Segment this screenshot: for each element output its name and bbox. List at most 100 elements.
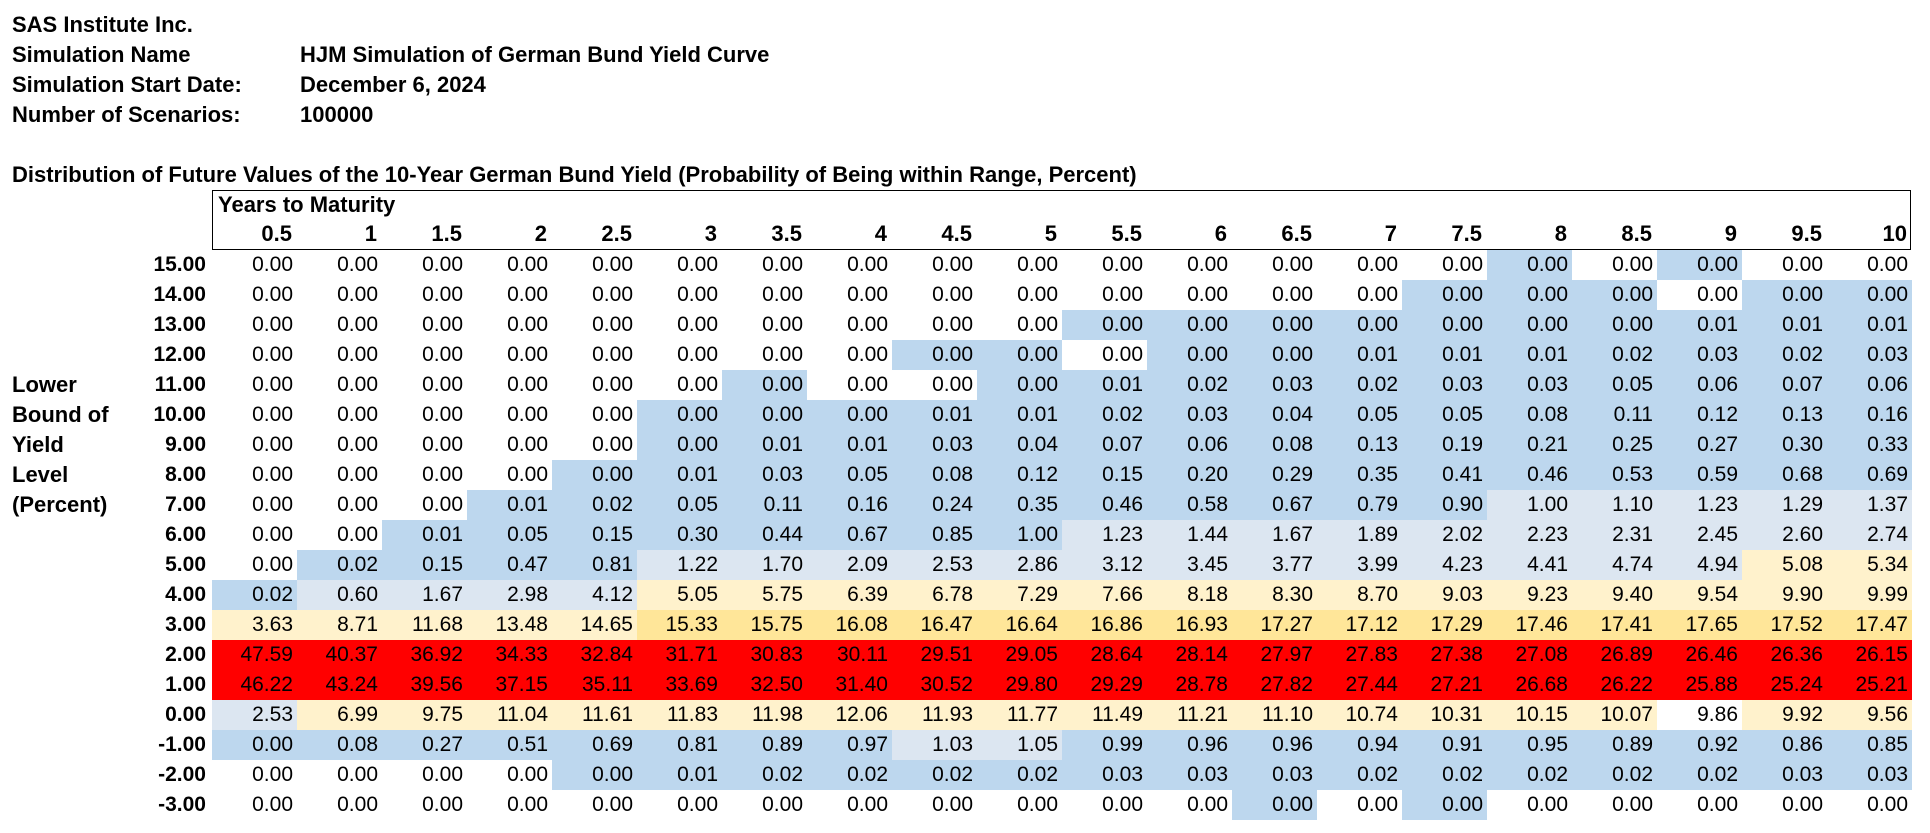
table-cell: 0.03 <box>1487 370 1572 400</box>
table-cell: 0.29 <box>1232 460 1317 490</box>
table-row: 47.59 40.37 36.92 34.33 32.84 31.71 30.83 30.11… <box>212 640 1912 670</box>
table-cell: 0.00 <box>807 280 892 310</box>
table-cell: 0.00 <box>1487 250 1572 280</box>
table-cell: 3.77 <box>1232 550 1317 580</box>
table-cell: 0.03 <box>1147 760 1232 790</box>
table-cell: 0.69 <box>1827 460 1912 490</box>
table-cell: 31.71 <box>637 640 722 670</box>
table-cell: 0.05 <box>1402 400 1487 430</box>
table-cell: 29.29 <box>1062 670 1147 700</box>
table-cell: 8.70 <box>1317 580 1402 610</box>
table-cell: 0.95 <box>1487 730 1572 760</box>
row-label: 12.00 <box>153 343 206 366</box>
table-cell: 0.00 <box>1062 250 1147 280</box>
table-cell: 0.00 <box>977 250 1062 280</box>
table-cell: 0.00 <box>1827 280 1912 310</box>
table-cell: 9.23 <box>1487 580 1572 610</box>
table-cell: 15.75 <box>722 610 807 640</box>
table-cell: 0.00 <box>1487 790 1572 820</box>
table-cell: 0.01 <box>1657 310 1742 340</box>
table-cell: 0.00 <box>1572 310 1657 340</box>
table-cell: 0.00 <box>212 400 297 430</box>
table-cell: 0.03 <box>1657 340 1742 370</box>
table-cell: 0.00 <box>382 370 467 400</box>
table-cell: 0.03 <box>1742 760 1827 790</box>
table-cell: 0.02 <box>1147 370 1232 400</box>
table-row: 0.02 0.60 1.67 2.98 4.12 5.05 5.75 6.39 6.78 7.29… <box>212 580 1912 610</box>
table-cell: 0.00 <box>1657 790 1742 820</box>
start-date-value: December 6, 2024 <box>300 72 486 97</box>
row-label: 11.00 <box>154 373 206 396</box>
table-row: 46.22 43.24 39.56 37.15 35.11 33.69 32.50 31.40… <box>212 670 1912 700</box>
table-cell: 5.05 <box>637 580 722 610</box>
table-cell: 0.03 <box>1062 760 1147 790</box>
column-header: 9 <box>1724 221 1737 246</box>
table-cell: 2.23 <box>1487 520 1572 550</box>
table-cell: 11.68 <box>382 610 467 640</box>
table-cell: 0.13 <box>1742 400 1827 430</box>
table-cell: 0.20 <box>1147 460 1232 490</box>
table-cell: 9.99 <box>1827 580 1912 610</box>
table-cell: 1.03 <box>892 730 977 760</box>
row-label: -3.00 <box>158 793 206 816</box>
table-cell: 0.00 <box>637 280 722 310</box>
table-cell: 11.10 <box>1232 700 1317 730</box>
table-cell: 8.71 <box>297 610 382 640</box>
table-cell: 0.00 <box>722 250 807 280</box>
table-cell: 0.05 <box>637 490 722 520</box>
table-cell: 0.06 <box>1147 430 1232 460</box>
table-cell: 0.19 <box>1402 430 1487 460</box>
table-cell: 16.93 <box>1147 610 1232 640</box>
table-cell: 0.90 <box>1402 490 1487 520</box>
table-cell: 0.21 <box>1487 430 1572 460</box>
table-cell: 0.00 <box>722 280 807 310</box>
table-cell: 2.02 <box>1402 520 1487 550</box>
table-cell: 0.06 <box>1657 370 1742 400</box>
column-header: 6.5 <box>1281 221 1312 246</box>
table-cell: 34.33 <box>467 640 552 670</box>
table-cell: 25.24 <box>1742 670 1827 700</box>
table-cell: 1.67 <box>382 580 467 610</box>
row-axis-label-line: Level <box>12 462 69 487</box>
table-cell: 0.00 <box>1147 250 1232 280</box>
table-cell: 0.46 <box>1487 460 1572 490</box>
table-cell: 0.01 <box>807 430 892 460</box>
table-cell: 0.15 <box>552 520 637 550</box>
table-cell: 0.00 <box>1062 340 1147 370</box>
simulation-name-value: HJM Simulation of German Bund Yield Curv… <box>300 42 770 67</box>
table-cell: 16.64 <box>977 610 1062 640</box>
table-cell: 1.44 <box>1147 520 1232 550</box>
table-cell: 0.05 <box>467 520 552 550</box>
table-cell: 14.65 <box>552 610 637 640</box>
table-cell: 0.00 <box>382 340 467 370</box>
row-axis-label-line: Bound of <box>12 402 109 427</box>
table-cell: 0.00 <box>552 340 637 370</box>
table-cell: 0.53 <box>1572 460 1657 490</box>
column-header: 10 <box>1882 221 1907 246</box>
table-cell: 35.11 <box>552 670 637 700</box>
table-row: 0.00 0.00 0.00 0.00 0.00 0.00 0.00 0.00 0.00 0.00… <box>212 250 1912 280</box>
table-cell: 6.99 <box>297 700 382 730</box>
table-cell: 9.40 <box>1572 580 1657 610</box>
table-cell: 0.01 <box>1487 340 1572 370</box>
table-cell: 46.22 <box>212 670 297 700</box>
table-cell: 0.00 <box>212 430 297 460</box>
table-cell: 0.00 <box>382 280 467 310</box>
row-axis-label-line: Yield <box>12 432 64 457</box>
table-cell: 0.89 <box>722 730 807 760</box>
table-cell: 0.00 <box>1402 790 1487 820</box>
table-cell: 17.47 <box>1827 610 1912 640</box>
table-cell: 0.00 <box>552 280 637 310</box>
table-cell: 1.70 <box>722 550 807 580</box>
column-header: 1.5 <box>431 221 462 246</box>
table-cell: 0.08 <box>892 460 977 490</box>
table-cell: 27.82 <box>1232 670 1317 700</box>
table-cell: 0.00 <box>552 310 637 340</box>
table-cell: 0.02 <box>212 580 297 610</box>
table-cell: 0.00 <box>297 250 382 280</box>
table-row: 0.00 0.00 0.00 0.00 0.00 0.01 0.02 0.02 0.02 0.02… <box>212 760 1912 790</box>
table-cell: 0.03 <box>1827 340 1912 370</box>
table-cell: 11.98 <box>722 700 807 730</box>
table-cell: 0.00 <box>977 370 1062 400</box>
column-header: 2 <box>534 221 547 246</box>
